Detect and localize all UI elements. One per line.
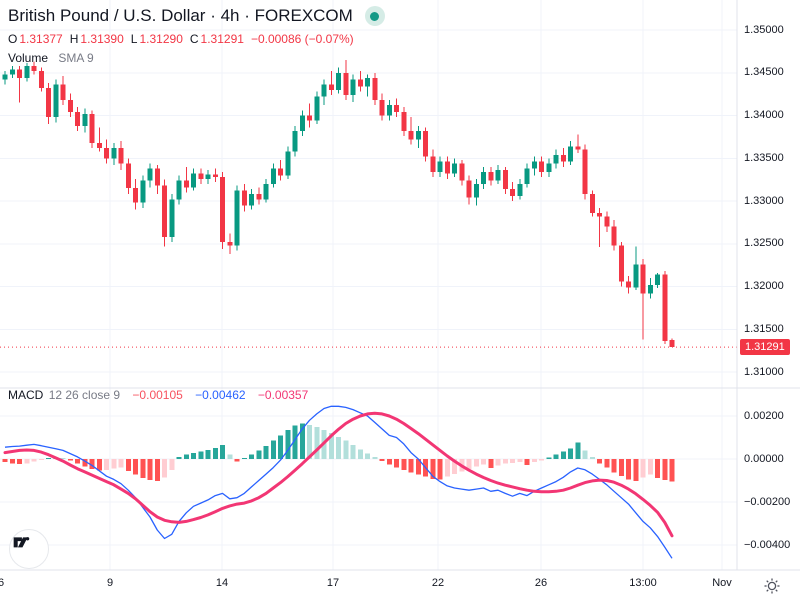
close-value: 1.31291 bbox=[200, 32, 244, 46]
market-status-dot-icon bbox=[364, 6, 385, 26]
time-tick-label: 17 bbox=[326, 577, 340, 589]
time-tick-label: 14 bbox=[215, 577, 229, 589]
time-tick-label: 9 bbox=[106, 577, 114, 589]
macd-legend-row[interactable]: MACD 12 26 close 9 −0.00105 −0.00462 −0.… bbox=[8, 388, 308, 402]
time-tick-label: 26 bbox=[534, 577, 548, 589]
price-tick-label: 1.33500 bbox=[744, 151, 784, 164]
tradingview-logo-icon bbox=[13, 537, 30, 548]
macd-tick-label: 0.00200 bbox=[744, 409, 784, 422]
macd-hist-value: −0.00105 bbox=[132, 388, 183, 402]
last-price-badge: 1.31291 bbox=[740, 339, 790, 356]
macd-tick-label: −0.00400 bbox=[744, 538, 791, 551]
time-tick-label: 6 bbox=[0, 577, 5, 589]
macd-label: MACD bbox=[8, 388, 44, 402]
gear-icon bbox=[764, 578, 780, 594]
time-axis[interactable]: 6 9 14 17 22 26 13:00 Nov bbox=[0, 571, 800, 600]
price-tick-label: 1.33000 bbox=[744, 194, 784, 207]
price-tick-label: 1.31000 bbox=[744, 365, 784, 378]
change-value: −0.00086 (−0.07%) bbox=[250, 32, 354, 46]
time-tick-label: Nov bbox=[712, 577, 732, 589]
price-tick-label: 1.32000 bbox=[744, 280, 784, 292]
high-value: 1.31390 bbox=[80, 32, 124, 46]
price-tick-label: 1.32500 bbox=[744, 237, 784, 250]
price-tick-label: 1.34500 bbox=[744, 66, 784, 79]
open-label: O bbox=[8, 32, 18, 46]
price-axis[interactable]: 1.31291 1.35000 1.34500 1.34000 1.33500 1.33… bbox=[738, 0, 800, 570]
volume-sma-label: SMA 9 bbox=[58, 51, 94, 65]
macd-params: 12 26 close 9 bbox=[48, 388, 121, 402]
open-value: 1.31377 bbox=[19, 32, 63, 46]
macd-tick-label: 0.00000 bbox=[744, 452, 784, 465]
price-tick-label: 1.34000 bbox=[744, 109, 784, 121]
ohlc-legend-row: O 1.31377 H 1.31390 L 1.31290 C 1.31291 −0.00086… bbox=[8, 32, 354, 46]
macd-line-value: −0.00462 bbox=[195, 388, 246, 402]
low-value: 1.31290 bbox=[139, 32, 183, 46]
volume-label: Volume bbox=[8, 51, 49, 65]
macd-signal-value: −0.00357 bbox=[257, 388, 309, 402]
low-label: L bbox=[130, 32, 138, 46]
price-tick-label: 1.35000 bbox=[744, 23, 784, 36]
close-label: C bbox=[189, 32, 199, 46]
symbol-title[interactable]: British Pound / U.S. Dollar · 4h · FOREX… bbox=[8, 6, 353, 25]
volume-legend-row[interactable]: Volume SMA 9 bbox=[8, 51, 94, 65]
time-axis-settings-button[interactable] bbox=[763, 577, 781, 595]
symbol-legend-row[interactable]: British Pound / U.S. Dollar · 4h · FOREX… bbox=[8, 6, 385, 26]
price-tick-label: 1.31500 bbox=[744, 322, 784, 335]
time-tick-label: 13:00 bbox=[629, 577, 657, 589]
macd-tick-label: −0.00200 bbox=[744, 495, 791, 508]
time-tick-label: 22 bbox=[431, 577, 445, 589]
high-label: H bbox=[69, 32, 79, 46]
tradingview-logo[interactable] bbox=[9, 529, 49, 569]
